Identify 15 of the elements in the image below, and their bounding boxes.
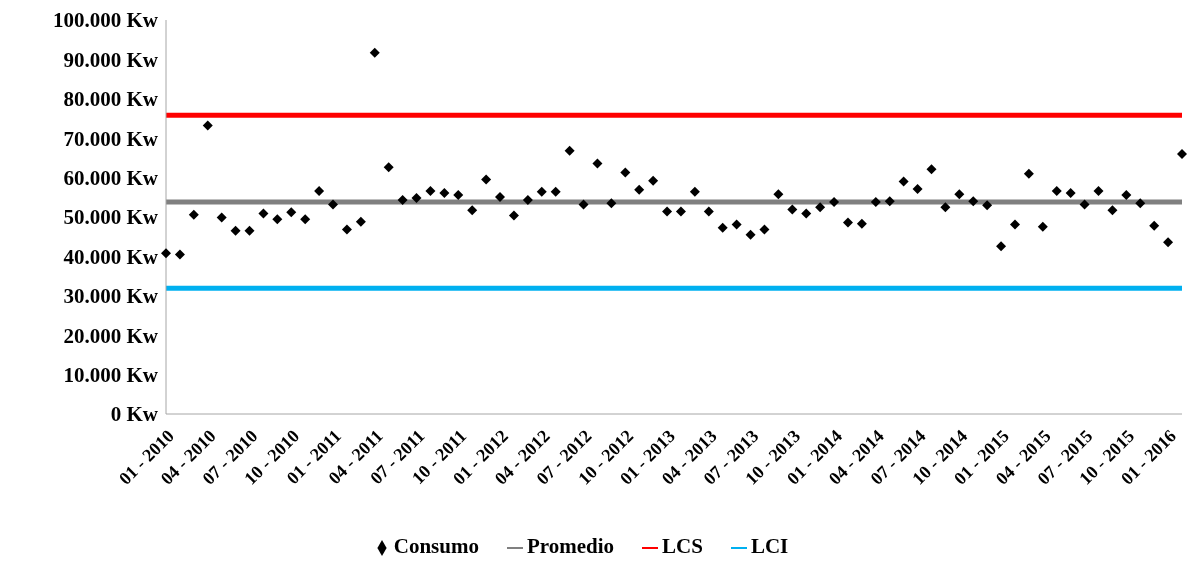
y-tick-label: 100.000 Kw bbox=[53, 8, 159, 33]
y-tick-label: 40.000 Kw bbox=[63, 244, 159, 269]
legend-label: Promedio bbox=[526, 534, 615, 558]
y-tick-label: 30.000 Kw bbox=[63, 284, 159, 309]
y-tick-label: 60.000 Kw bbox=[63, 166, 159, 191]
y-tick-label: 20.000 Kw bbox=[63, 323, 159, 348]
legend-label: LCS bbox=[662, 534, 703, 558]
y-tick-label: 90.000 Kw bbox=[63, 47, 159, 72]
legend-label: Consumo bbox=[393, 534, 479, 558]
y-tick-label: 70.000 Kw bbox=[63, 126, 159, 151]
y-tick-label: 50.000 Kw bbox=[63, 205, 159, 230]
y-tick-label: 10.000 Kw bbox=[63, 363, 159, 388]
legend-label: LCI bbox=[750, 534, 789, 558]
y-tick-label: 80.000 Kw bbox=[63, 87, 159, 112]
y-tick-label: 0 Kw bbox=[110, 402, 159, 427]
